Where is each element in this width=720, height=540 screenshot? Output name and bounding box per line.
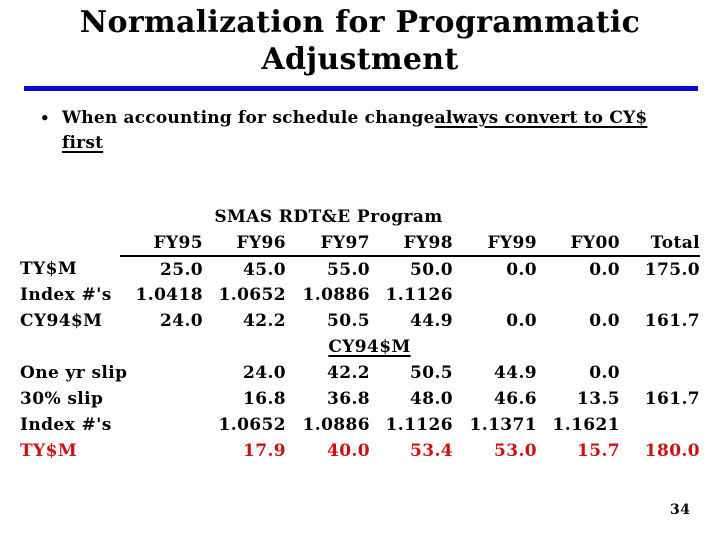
- table-cell: 1.1621: [552, 415, 620, 435]
- page-number: 34: [670, 502, 691, 518]
- bullet-text-underlined-1: always convert to CY$: [434, 108, 648, 128]
- table-cell: 0.0: [589, 363, 620, 383]
- table-group-header-row: SMAS RDT&E Program: [20, 204, 700, 230]
- table-corner-cell: [20, 204, 120, 230]
- column-header: FY99: [453, 230, 537, 257]
- table-cell: 175.0: [644, 259, 700, 280]
- table-body: TY$M 25.0 45.0 55.0 50.0 0.0 0.0 175.0 Index #'s…: [20, 256, 700, 464]
- table-cell: 55.0: [326, 259, 370, 280]
- row-label: Index #'s: [20, 285, 112, 305]
- bullet-text-underlined-2: first: [62, 133, 104, 153]
- table-cell: 1.0652: [218, 285, 286, 305]
- table-cell: [620, 282, 700, 308]
- title-divider: [24, 86, 698, 91]
- table-cell: 180.0: [644, 441, 700, 461]
- bullet-icon: •: [40, 109, 50, 127]
- table-row: Index #'s 1.0418 1.0652 1.0886 1.1126: [20, 282, 700, 308]
- table-cell: 36.8: [326, 389, 370, 409]
- table-cell: 45.0: [242, 259, 286, 280]
- table-cell: [620, 360, 700, 386]
- table-cell: 1.1371: [469, 415, 537, 435]
- table-spacer-cell: [453, 334, 700, 360]
- table-cell: 44.9: [409, 311, 453, 331]
- table-cell: 1.1126: [385, 285, 453, 305]
- normalization-table: SMAS RDT&E Program FY95 FY96 FY97 FY98 FY99 F…: [20, 204, 700, 464]
- table-group-title: SMAS RDT&E Program: [214, 207, 443, 227]
- table-cell: 50.0: [409, 259, 453, 280]
- table-row: 30% slip 16.8 36.8 48.0 46.6 13.5 161.7: [20, 386, 700, 412]
- table-cell: 15.7: [576, 441, 620, 461]
- table-cell: 40.0: [326, 441, 370, 461]
- table-cell: 48.0: [409, 389, 453, 409]
- table-mid-header: CY94$M: [328, 337, 411, 357]
- table-cell: [537, 282, 620, 308]
- column-header: FY98: [370, 230, 453, 257]
- table-cell: 16.8: [242, 389, 286, 409]
- column-header: FY95: [120, 230, 203, 257]
- column-header: FY96: [203, 230, 286, 257]
- table-mid-header-row: CY94$M: [20, 334, 700, 360]
- bullet-item: • When accounting for schedule changealw…: [40, 106, 705, 156]
- table-cell: 53.4: [409, 441, 453, 461]
- table-cell: [453, 282, 537, 308]
- table-cell: 161.7: [644, 311, 700, 331]
- table-column-header-row: FY95 FY96 FY97 FY98 FY99 FY00 Total: [20, 230, 700, 257]
- row-label: Index #'s: [20, 415, 112, 435]
- table-cell: 44.9: [493, 363, 537, 383]
- table-cell: [620, 412, 700, 438]
- table-cell: 0.0: [506, 311, 537, 331]
- table-cell: 1.0886: [302, 285, 370, 305]
- bullet-text: When accounting for schedule changealway…: [62, 106, 647, 156]
- table-cell: 1.0652: [218, 415, 286, 435]
- row-label: One yr slip: [20, 363, 128, 383]
- table-cell: 46.6: [493, 389, 537, 409]
- table-cell: [120, 438, 203, 464]
- table-cell: [120, 360, 203, 386]
- table-cell: 1.0418: [135, 285, 203, 305]
- table-cell: 0.0: [589, 259, 620, 280]
- table-cell: [120, 412, 203, 438]
- table-cell: [120, 386, 203, 412]
- table-row: TY$M 25.0 45.0 55.0 50.0 0.0 0.0 175.0: [20, 256, 700, 282]
- row-label: 30% slip: [20, 389, 104, 409]
- table-cell: 1.0886: [302, 415, 370, 435]
- table-cell: 1.1126: [385, 415, 453, 435]
- table-cell: 17.9: [242, 441, 286, 461]
- row-label: TY$M: [20, 259, 78, 279]
- slide-title: Normalization for Programmatic Adjustmen…: [79, 5, 641, 77]
- table-cell: 53.0: [493, 441, 537, 461]
- table-corner-cell: [20, 230, 120, 256]
- table-cell: 0.0: [589, 311, 620, 331]
- bullet-text-plain: When accounting for schedule change: [62, 108, 435, 128]
- table-cell: 50.5: [409, 363, 453, 383]
- row-label: TY$M: [20, 441, 78, 461]
- table-row: TY$M 17.9 40.0 53.4 53.0 15.7 180.0: [20, 438, 700, 464]
- table-row: Index #'s 1.0652 1.0886 1.1126 1.1371 1.1621: [20, 412, 700, 438]
- table-cell: 50.5: [326, 311, 370, 331]
- table-row: One yr slip 24.0 42.2 50.5 44.9 0.0: [20, 360, 700, 386]
- table-cell: 161.7: [644, 389, 700, 409]
- column-header: Total: [620, 230, 700, 257]
- table-cell: 13.5: [576, 389, 620, 409]
- table-cell: 42.2: [326, 363, 370, 383]
- row-label: CY94$M: [20, 311, 103, 331]
- table-spacer-cell: [537, 204, 700, 230]
- table-cell: 42.2: [242, 311, 286, 331]
- table-cell: 24.0: [159, 311, 203, 331]
- table-row: CY94$M 24.0 42.2 50.5 44.9 0.0 0.0 161.7: [20, 308, 700, 334]
- table-cell: 25.0: [159, 259, 203, 280]
- table-cell: 24.0: [242, 363, 286, 383]
- table-spacer-cell: [20, 334, 286, 360]
- table-cell: 0.0: [506, 259, 537, 280]
- column-header: FY00: [537, 230, 620, 257]
- column-header: FY97: [286, 230, 370, 257]
